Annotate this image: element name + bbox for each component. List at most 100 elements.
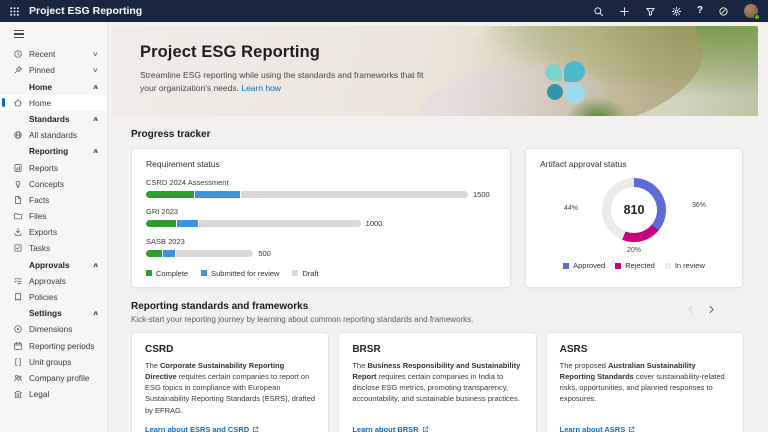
- chevron-up-icon: ∧: [91, 83, 100, 91]
- legend-swatch: [201, 270, 208, 276]
- filter-icon[interactable]: [645, 6, 656, 17]
- sidebar-item-label: Approvals: [29, 275, 66, 286]
- folder-icon: [13, 211, 23, 221]
- sidebar-item-reporting-periods[interactable]: Reporting periods: [0, 338, 107, 354]
- user-avatar[interactable]: [744, 4, 760, 20]
- lightbulb-icon: [13, 179, 23, 189]
- sidebar-item-pinned[interactable]: Pinned ∨: [0, 62, 107, 78]
- learn-about-brsr-link[interactable]: Learn about BRSR: [352, 416, 522, 432]
- bar-category-label: SASB 2023: [146, 236, 185, 246]
- sidebar-item-label: Reporting periods: [29, 340, 95, 351]
- chevron-down-icon: ∨: [92, 67, 99, 75]
- sidebar-item-files[interactable]: Files: [0, 208, 107, 224]
- sidebar-item-company-profile[interactable]: Company profile: [0, 370, 107, 386]
- sidebar-item-label: Dimensions: [29, 324, 73, 335]
- sidebar-item-reports[interactable]: Reports: [0, 159, 107, 175]
- donut-center-value: 810: [623, 203, 645, 217]
- sidebar-item-tasks[interactable]: Tasks: [0, 240, 107, 256]
- csrd-card-body: The Corporate Sustainability Reporting D…: [145, 360, 316, 415]
- sidebar-item-legal[interactable]: Legal: [0, 386, 107, 402]
- learn-about-csrd-link[interactable]: Learn about ESRS and CSRD: [145, 416, 315, 432]
- bar-row-gri-2023: GRI 2023 1000: [146, 207, 496, 228]
- sidebar-item-list: Recent ∨ Pinned ∨ Home ∧ Home Standards ∧ All sta…: [0, 46, 107, 402]
- csrd-card-title: CSRD: [145, 343, 174, 355]
- legend-label: Submitted for review: [211, 268, 280, 278]
- globe-icon: [13, 130, 23, 140]
- tasks-icon: [13, 243, 23, 253]
- brsr-card-body: The Business Responsibility and Sustaina…: [352, 360, 521, 404]
- standards-heading: Reporting standards and frameworks: [131, 300, 309, 312]
- sidebar-item-exports[interactable]: Exports: [0, 224, 107, 240]
- page-title: Project ESG Reporting: [140, 43, 320, 61]
- sidebar-item-label: Standards: [29, 113, 70, 124]
- sidebar-item-label: Company profile: [29, 372, 90, 383]
- chevron-down-icon: ∨: [92, 51, 99, 59]
- sidebar-item-approvals[interactable]: Approvals: [0, 273, 107, 289]
- bar-segment-draft: [199, 220, 361, 227]
- donut-ring: [602, 178, 666, 242]
- learn-about-asrs-link[interactable]: Learn about ASRS: [560, 416, 730, 432]
- collapse-menu-icon[interactable]: [0, 27, 107, 46]
- sidebar-item-policies[interactable]: Policies: [0, 289, 107, 305]
- requirement-status-bars: CSRD 2024 Assessment 1500 GRI 2023 1000 SASB…: [146, 178, 496, 258]
- bar-segment-submitted-for-review: [195, 190, 240, 198]
- sidebar-item-label: Files: [29, 211, 47, 222]
- sidebar-group-reporting[interactable]: Reporting ∧: [0, 143, 107, 159]
- carousel-prev-icon[interactable]: [686, 305, 695, 314]
- sidebar-item-concepts[interactable]: Concepts: [0, 176, 107, 192]
- bar-segment-draft: [240, 190, 468, 198]
- requirement-status-card: Requirement status CSRD 2024 Assessment 1…: [131, 148, 511, 288]
- sustainability-logo-icon: [545, 61, 587, 105]
- policy-icon: [13, 292, 23, 302]
- bar-total-value: 1000: [365, 219, 383, 228]
- sidebar-item-label: Pinned: [29, 65, 55, 76]
- bar-row-sasb-2023: SASB 2023 500: [146, 237, 496, 258]
- settings-gear-icon[interactable]: [671, 6, 682, 17]
- bar-segment-complete: [146, 220, 176, 227]
- sidebar-group-approvals[interactable]: Approvals ∧: [0, 257, 107, 273]
- standard-card-asrs: ASRS The proposed Australian Sustainabil…: [545, 331, 744, 432]
- waffle-icon[interactable]: [9, 6, 20, 17]
- bar-segment-draft: [176, 249, 254, 257]
- sidebar-item-dimensions[interactable]: Dimensions: [0, 321, 107, 337]
- bar-category-label: CSRD 2024 Assessment: [146, 177, 229, 187]
- legend-item-submitted-for-review: Submitted for review: [201, 269, 279, 278]
- artifact-approval-card: Artifact approval status 810 44% 36% 20%…: [525, 148, 743, 288]
- sidebar-item-recent[interactable]: Recent ∨: [0, 46, 107, 62]
- stacked-bar: [146, 249, 254, 257]
- feedback-icon[interactable]: [718, 6, 729, 17]
- unit-groups-icon: [13, 357, 23, 367]
- legend-label: Approved: [573, 261, 606, 270]
- presence-available-dot: [754, 14, 760, 20]
- legend-item-in-review: In review: [664, 261, 705, 270]
- chevron-up-icon: ∧: [91, 148, 100, 156]
- main-content: Project ESG Reporting Streamline ESG rep…: [108, 22, 768, 432]
- sidebar-group-settings[interactable]: Settings ∧: [0, 305, 107, 321]
- standard-card-csrd: CSRD The Corporate Sustainability Report…: [131, 331, 330, 432]
- sidebar-group-home[interactable]: Home ∧: [0, 79, 107, 95]
- legend-item-draft: Draft: [292, 269, 319, 278]
- sidebar-nav: Recent ∨ Pinned ∨ Home ∧ Home Standards ∧ All sta…: [0, 22, 108, 432]
- people-icon: [13, 373, 23, 383]
- bar-segment-submitted-for-review: [162, 249, 176, 257]
- standards-section: Reporting standards and frameworks Kick-…: [131, 301, 744, 432]
- sidebar-item-home[interactable]: Home: [0, 94, 107, 111]
- progress-tracker-section: Progress tracker Requirement status CSRD…: [131, 129, 744, 288]
- search-icon[interactable]: [593, 6, 604, 17]
- add-icon[interactable]: [619, 6, 630, 17]
- app-title: Project ESG Reporting: [29, 5, 143, 17]
- sidebar-item-label: All standards: [29, 130, 77, 141]
- sidebar-item-facts[interactable]: Facts: [0, 192, 107, 208]
- learn-how-link[interactable]: Learn how: [241, 83, 282, 94]
- sidebar-group-standards[interactable]: Standards ∧: [0, 111, 107, 127]
- help-icon[interactable]: ?: [696, 5, 703, 16]
- carousel-next-icon[interactable]: [707, 305, 716, 314]
- bar-segment-submitted-for-review: [176, 220, 199, 227]
- sidebar-item-all-standards[interactable]: All standards: [0, 127, 107, 143]
- sidebar-item-unit-groups[interactable]: Unit groups: [0, 354, 107, 370]
- sidebar-item-label: Exports: [29, 227, 58, 238]
- home-icon: [13, 98, 23, 108]
- sidebar-item-label: Policies: [29, 292, 58, 303]
- sidebar-item-label: Reporting: [29, 146, 69, 157]
- bar-row-csrd-2024-assessment: CSRD 2024 Assessment 1500: [146, 178, 496, 199]
